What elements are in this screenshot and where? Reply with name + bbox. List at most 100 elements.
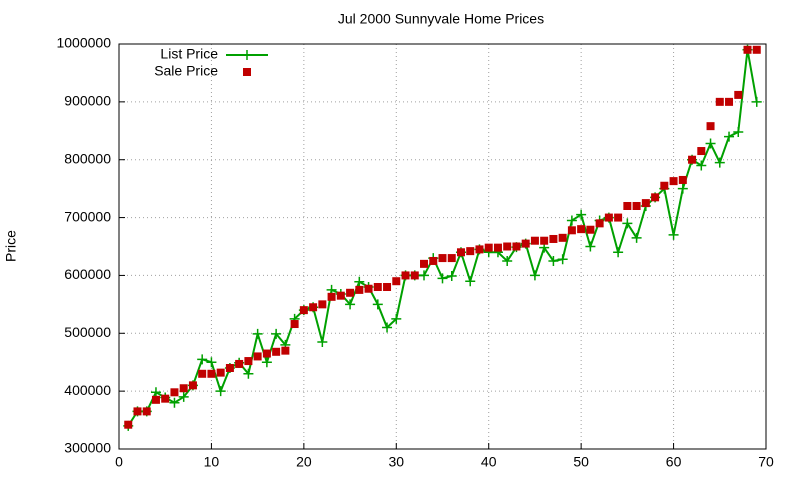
point-marker xyxy=(466,247,475,256)
point-marker xyxy=(715,97,724,106)
point-marker xyxy=(345,299,356,310)
point-marker xyxy=(327,292,336,301)
y-tick-label: 900000 xyxy=(64,93,111,109)
x-tick-label: 10 xyxy=(204,454,220,470)
x-tick-label: 30 xyxy=(388,454,404,470)
point-marker xyxy=(622,218,633,229)
point-marker xyxy=(271,328,282,339)
point-marker xyxy=(651,193,660,202)
x-tick-label: 70 xyxy=(758,454,774,470)
point-marker xyxy=(391,313,402,324)
point-marker xyxy=(243,68,251,76)
point-marker xyxy=(207,369,216,378)
plot-border xyxy=(118,43,767,450)
point-marker xyxy=(446,271,457,282)
point-marker xyxy=(549,234,558,243)
point-marker xyxy=(272,347,281,356)
point-marker xyxy=(558,233,567,242)
point-marker xyxy=(586,225,595,234)
x-tick-label: 0 xyxy=(115,454,123,470)
point-marker xyxy=(669,177,678,186)
point-marker xyxy=(696,160,707,171)
legend-label: List Price xyxy=(160,46,218,62)
y-tick-label: 600000 xyxy=(64,266,111,282)
point-marker xyxy=(383,283,392,291)
y-tick-label: 800000 xyxy=(64,150,111,166)
point-marker xyxy=(484,243,493,252)
point-marker xyxy=(354,276,365,287)
legend-label: Sale Price xyxy=(154,63,218,79)
point-marker xyxy=(373,283,382,291)
x-tick-label: 40 xyxy=(481,454,497,470)
point-marker xyxy=(566,215,577,226)
point-marker xyxy=(372,299,383,310)
point-marker xyxy=(197,354,208,365)
point-marker xyxy=(437,273,448,284)
point-marker xyxy=(198,369,207,378)
point-marker xyxy=(420,259,429,268)
point-marker xyxy=(521,239,530,248)
point-marker xyxy=(724,131,735,142)
point-marker xyxy=(529,270,540,281)
point-marker xyxy=(124,420,133,429)
point-marker xyxy=(465,276,476,287)
y-tick-label: 500000 xyxy=(64,324,111,340)
point-marker xyxy=(438,254,447,263)
point-marker xyxy=(262,349,271,358)
point-marker xyxy=(142,407,151,416)
chart-title: Jul 2000 Sunnyvale Home Prices xyxy=(338,11,544,27)
point-marker xyxy=(206,357,217,368)
point-marker xyxy=(336,291,345,300)
point-marker xyxy=(743,45,752,54)
y-axis-label: Price xyxy=(3,230,19,262)
point-marker xyxy=(733,126,744,137)
point-marker xyxy=(169,397,180,408)
point-marker xyxy=(179,384,188,393)
point-marker xyxy=(447,254,456,263)
point-marker xyxy=(410,271,419,280)
point-marker xyxy=(641,199,650,208)
x-tick-label: 60 xyxy=(666,454,682,470)
point-marker xyxy=(151,395,160,404)
point-marker xyxy=(318,300,327,309)
y-tick-label: 400000 xyxy=(64,382,111,398)
point-marker xyxy=(577,225,586,234)
point-marker xyxy=(540,236,549,245)
point-marker xyxy=(751,96,762,107)
point-marker xyxy=(456,248,465,257)
point-marker xyxy=(244,357,253,366)
point-marker xyxy=(178,391,189,402)
point-marker xyxy=(382,322,393,333)
point-marker xyxy=(392,277,401,286)
point-marker xyxy=(677,183,688,194)
point-marker xyxy=(595,219,604,228)
point-marker xyxy=(419,270,430,281)
y-tick-label: 300000 xyxy=(64,440,111,456)
point-marker xyxy=(734,90,743,99)
point-marker xyxy=(697,147,706,156)
point-marker xyxy=(281,346,290,355)
point-marker xyxy=(429,256,438,265)
point-marker xyxy=(557,254,568,265)
point-marker xyxy=(317,336,328,347)
point-marker xyxy=(632,202,641,210)
y-tick-label: 1000000 xyxy=(56,35,111,51)
point-marker xyxy=(216,368,225,377)
point-marker xyxy=(243,368,254,379)
point-marker xyxy=(623,202,632,210)
point-marker xyxy=(188,381,197,390)
point-marker xyxy=(548,255,559,266)
point-marker xyxy=(261,357,272,368)
point-marker xyxy=(252,328,263,339)
point-marker xyxy=(401,271,410,280)
point-marker xyxy=(242,50,252,60)
point-marker xyxy=(215,386,226,397)
point-marker xyxy=(364,284,373,293)
point-marker xyxy=(614,213,623,222)
x-tick-label: 50 xyxy=(573,454,589,470)
point-marker xyxy=(705,138,716,149)
point-marker xyxy=(133,407,142,416)
point-marker xyxy=(346,288,355,297)
point-marker xyxy=(668,229,679,240)
